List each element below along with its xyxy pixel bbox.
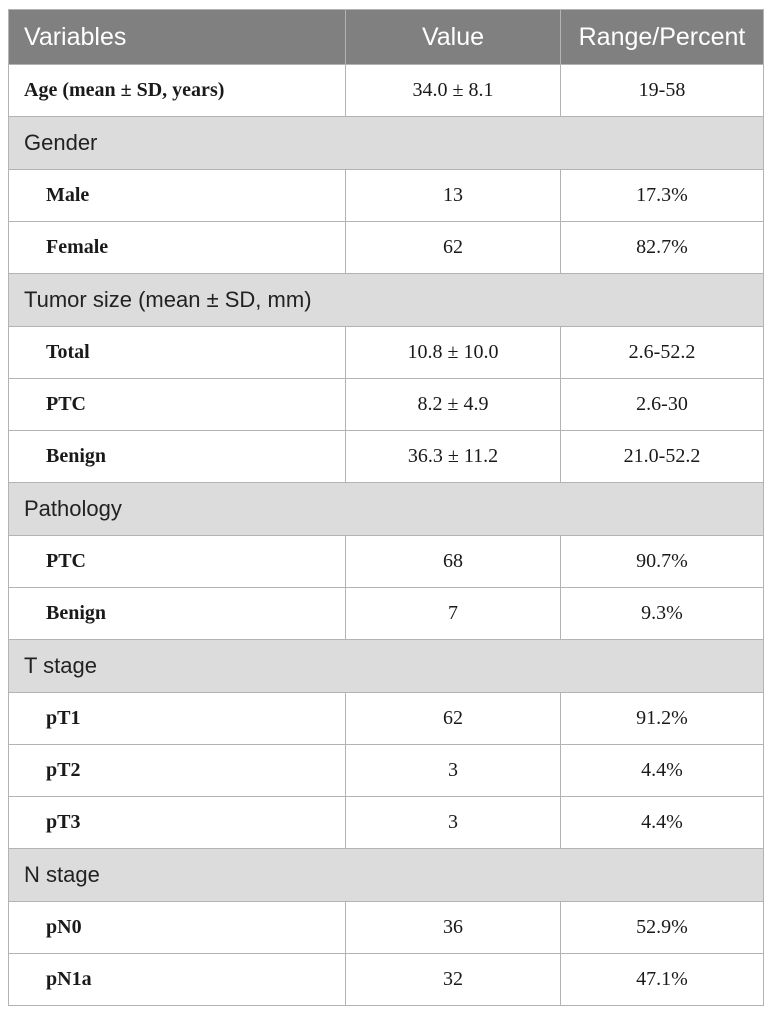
row-label: Benign <box>8 430 346 483</box>
row-label: pN0 <box>8 901 346 954</box>
row-range: 17.3% <box>560 169 764 222</box>
table-row: Female 62 82.7% <box>8 221 764 274</box>
section-row-t-stage: T stage <box>8 639 764 693</box>
row-value: 62 <box>345 221 561 274</box>
header-variables: Variables <box>8 9 346 65</box>
row-value: 3 <box>345 796 561 849</box>
section-row-pathology: Pathology <box>8 482 764 536</box>
row-range: 90.7% <box>560 535 764 588</box>
section-title: N stage <box>8 848 764 902</box>
header-row: Variables Value Range/Percent <box>8 9 764 65</box>
table-container: Variables Value Range/Percent Age (mean … <box>8 9 764 1006</box>
section-row-tumor-size: Tumor size (mean ± SD, mm) <box>8 273 764 327</box>
row-range: 47.1% <box>560 953 764 1006</box>
row-label: pT3 <box>8 796 346 849</box>
section-title: Tumor size (mean ± SD, mm) <box>8 273 764 327</box>
header-range-percent: Range/Percent <box>560 9 764 65</box>
row-range: 4.4% <box>560 796 764 849</box>
row-label: Age (mean ± SD, years) <box>8 64 346 117</box>
row-value: 34.0 ± 8.1 <box>345 64 561 117</box>
row-range: 52.9% <box>560 901 764 954</box>
row-range: 19-58 <box>560 64 764 117</box>
row-value: 36 <box>345 901 561 954</box>
row-range: 9.3% <box>560 587 764 640</box>
table-row: Total 10.8 ± 10.0 2.6-52.2 <box>8 326 764 379</box>
row-label: pT2 <box>8 744 346 797</box>
row-range: 82.7% <box>560 221 764 274</box>
table-body: Age (mean ± SD, years) 34.0 ± 8.1 19-58 … <box>8 64 764 1006</box>
section-title: Gender <box>8 116 764 170</box>
row-label: pN1a <box>8 953 346 1006</box>
row-value: 32 <box>345 953 561 1006</box>
row-label: PTC <box>8 535 346 588</box>
row-range: 4.4% <box>560 744 764 797</box>
row-label: Male <box>8 169 346 222</box>
row-value: 7 <box>345 587 561 640</box>
row-range: 21.0-52.2 <box>560 430 764 483</box>
table-row: Benign 36.3 ± 11.2 21.0-52.2 <box>8 430 764 483</box>
header-value: Value <box>345 9 561 65</box>
row-value: 68 <box>345 535 561 588</box>
row-range: 91.2% <box>560 692 764 745</box>
table-row: PTC 8.2 ± 4.9 2.6-30 <box>8 378 764 431</box>
row-range: 2.6-30 <box>560 378 764 431</box>
section-title: T stage <box>8 639 764 693</box>
table-header: Variables Value Range/Percent <box>8 9 764 65</box>
table-row: PTC 68 90.7% <box>8 535 764 588</box>
table-row: pT3 3 4.4% <box>8 796 764 849</box>
table-row-age: Age (mean ± SD, years) 34.0 ± 8.1 19-58 <box>8 64 764 117</box>
row-label: Benign <box>8 587 346 640</box>
row-value: 8.2 ± 4.9 <box>345 378 561 431</box>
row-label: PTC <box>8 378 346 431</box>
row-label: Female <box>8 221 346 274</box>
row-label: pT1 <box>8 692 346 745</box>
table-row: pT1 62 91.2% <box>8 692 764 745</box>
table-row: Male 13 17.3% <box>8 169 764 222</box>
section-title: Pathology <box>8 482 764 536</box>
table-row: pT2 3 4.4% <box>8 744 764 797</box>
table-row: pN1a 32 47.1% <box>8 953 764 1006</box>
characteristics-table: Variables Value Range/Percent Age (mean … <box>8 9 764 1006</box>
row-value: 3 <box>345 744 561 797</box>
table-row: Benign 7 9.3% <box>8 587 764 640</box>
row-value: 36.3 ± 11.2 <box>345 430 561 483</box>
row-label: Total <box>8 326 346 379</box>
row-value: 13 <box>345 169 561 222</box>
row-value: 10.8 ± 10.0 <box>345 326 561 379</box>
table-row: pN0 36 52.9% <box>8 901 764 954</box>
row-value: 62 <box>345 692 561 745</box>
row-range: 2.6-52.2 <box>560 326 764 379</box>
section-row-gender: Gender <box>8 116 764 170</box>
section-row-n-stage: N stage <box>8 848 764 902</box>
